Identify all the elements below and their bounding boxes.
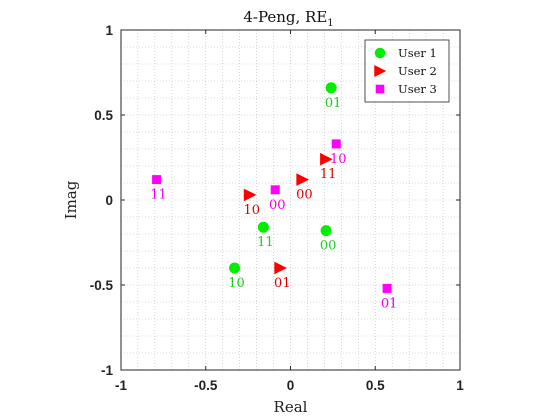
- user1-point-marker: [229, 262, 241, 274]
- user3-point-label: 01: [381, 296, 398, 311]
- user2-point-label: 01: [274, 276, 291, 291]
- y-tick-label: -1: [101, 363, 113, 378]
- x-tick-label: -0.5: [194, 378, 218, 393]
- y-tick-label: -0.5: [90, 278, 114, 293]
- y-tick-label: 0.5: [94, 108, 113, 123]
- y-tick-label: 0: [105, 193, 113, 208]
- y-tick-label: 1: [105, 23, 113, 38]
- user1-point-label: 00: [320, 239, 337, 254]
- x-tick-label: 1: [456, 378, 464, 393]
- user3-point-marker: [270, 185, 280, 195]
- legend: User 1 User 2 User 3: [364, 39, 450, 103]
- axis-ticks: -1 -0.5 0 0.5 110.50-0.5-1: [90, 23, 465, 393]
- chart-title: 4-Peng, RE1: [243, 8, 333, 29]
- legend-entry-label: User 1: [398, 46, 437, 60]
- x-tick-label: 0: [287, 378, 295, 393]
- x-axis-label: Real: [274, 398, 308, 416]
- user1-point-marker: [320, 225, 332, 237]
- user3-point-marker: [331, 139, 341, 149]
- user1-point-label: 11: [257, 235, 274, 250]
- user2-point-label: 00: [296, 188, 313, 203]
- x-tick-label: 0.5: [366, 378, 385, 393]
- user3-point-marker: [152, 175, 162, 185]
- user1-point-marker: [325, 82, 337, 94]
- user3-point-label: 10: [330, 152, 347, 167]
- chart-title-text: 4-Peng, RE: [243, 8, 327, 26]
- legend-entry-label: User 3: [398, 82, 437, 96]
- user2-point-marker: [243, 188, 257, 202]
- user1-point-label: 01: [325, 96, 342, 111]
- legend-marker: [374, 47, 386, 59]
- user3-point-marker: [382, 283, 392, 293]
- legend-marker: [374, 64, 387, 78]
- user2-point-marker: [320, 152, 333, 166]
- user2-point-marker: [274, 261, 287, 275]
- user3-point-label: 00: [269, 198, 286, 213]
- chart-title-subscript: 1: [327, 18, 333, 29]
- x-tick-label: -1: [115, 378, 127, 393]
- user1-point-marker: [257, 221, 269, 233]
- user2-point-label: 11: [320, 167, 337, 182]
- user2-point-marker: [296, 173, 309, 186]
- user3-point-label: 11: [150, 188, 167, 203]
- y-axis-label: Imag: [62, 180, 80, 219]
- user2-point-label: 10: [244, 203, 261, 218]
- legend-entry-label: User 2: [398, 64, 437, 78]
- legend-marker: [375, 84, 385, 94]
- user1-point-label: 10: [228, 276, 245, 291]
